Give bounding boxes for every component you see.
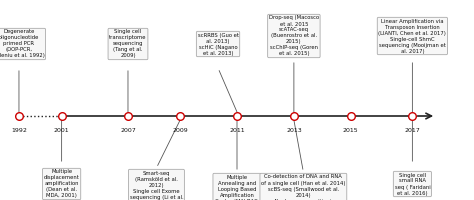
Text: 2001: 2001 <box>54 128 69 133</box>
Text: Smart-seq
(Ramsköld et al.
2012)
Single cell Exome
sequencing (Li et al.
2012): Smart-seq (Ramsköld et al. 2012) Single … <box>129 170 183 200</box>
Text: 2007: 2007 <box>120 128 136 133</box>
Text: Co-detection of DNA and RNA
of a single cell (Han et al. 2014)
scBS-seq (Smallwo: Co-detection of DNA and RNA of a single … <box>261 174 346 200</box>
Text: 2009: 2009 <box>172 128 188 133</box>
Text: Degenerate
oligonucleotide
primed PCR
(DOP-PCR,
Teleniu et al. 1992): Degenerate oligonucleotide primed PCR (D… <box>0 29 45 58</box>
Text: Linear Amplification via
Transposon Insertion
(LIANTI, Chen et al. 2017)
Single-: Linear Amplification via Transposon Inse… <box>378 19 447 53</box>
Text: Single cell
transcriptome
sequencing
(Tang et al.
2009): Single cell transcriptome sequencing (Ta… <box>109 29 147 58</box>
Text: 1992: 1992 <box>11 128 27 133</box>
Text: 2015: 2015 <box>343 128 358 133</box>
Text: 2011: 2011 <box>229 128 245 133</box>
Text: Single cell
small RNA
seq ( Faridani
et al. 2016): Single cell small RNA seq ( Faridani et … <box>394 172 430 196</box>
Text: Drop-seq (Macosco
et al. 2015
scATAC-seq
(Buenrostro et al.
2015)
scChIP-seq (Go: Drop-seq (Macosco et al. 2015 scATAC-seq… <box>269 16 319 56</box>
Text: 2013: 2013 <box>286 128 302 133</box>
Text: scRRBS (Guo et
al. 2013)
scHiC (Nagano
et al. 2013): scRRBS (Guo et al. 2013) scHiC (Nagano e… <box>198 32 238 55</box>
Text: 2017: 2017 <box>404 128 420 133</box>
Text: Multiple
Annealing and
Looping Based
Amplification
Cycles (MALBAC,
Zong et al. 2: Multiple Annealing and Looping Based Amp… <box>214 174 260 200</box>
Text: Multiple
displacement
amplification
(Dean et al.
MDA, 2001): Multiple displacement amplification (Dea… <box>44 170 80 198</box>
